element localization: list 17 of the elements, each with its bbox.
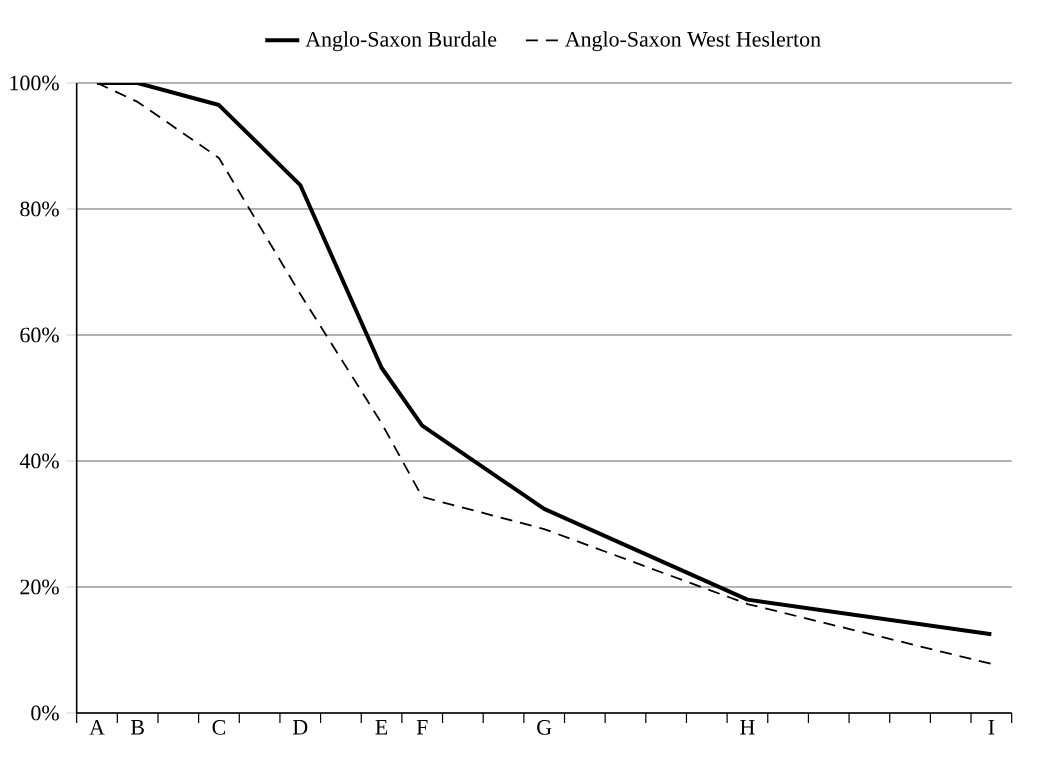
x-tick-label: G — [537, 720, 552, 735]
x-tick-label: B — [130, 720, 144, 735]
y-tick-label: 20% — [20, 579, 59, 595]
x-tick-label: H — [740, 720, 755, 735]
x-tick-label: F — [416, 720, 428, 735]
x-tick-label: A — [89, 720, 105, 735]
y-tick-label: 60% — [20, 327, 59, 343]
x-tick-label: D — [292, 720, 308, 735]
x-tick-label: C — [212, 720, 226, 735]
x-tick-label: E — [375, 720, 388, 735]
y-tick-label: 80% — [20, 201, 59, 217]
legend-label: Anglo-Saxon West Heslerton — [564, 31, 821, 52]
y-tick-label: 100% — [10, 75, 59, 91]
legend-label: Anglo-Saxon Burdale — [305, 31, 497, 52]
y-tick-label: 40% — [19, 453, 59, 469]
y-tick-label: 0% — [31, 705, 59, 721]
x-tick-label: I — [988, 720, 995, 735]
